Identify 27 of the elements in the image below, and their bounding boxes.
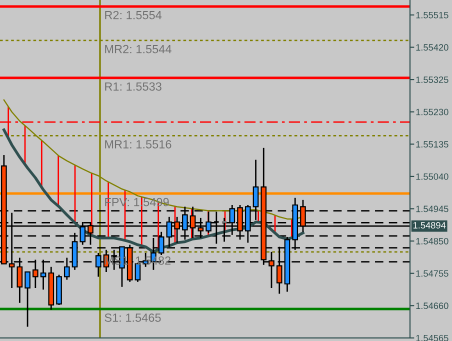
y-tick-label: 1.55420 — [416, 44, 448, 51]
candlestick — [158, 231, 164, 256]
y-tick-label: 1.54850 — [416, 238, 448, 244]
ref-line-label: MR2: 1.5544 — [105, 44, 172, 54]
y-tick-label: 1.55515 — [416, 12, 448, 18]
candlestick — [206, 211, 212, 234]
y-tick-label: 1.55230 — [416, 108, 448, 116]
candlestick — [190, 206, 196, 239]
candlestick — [24, 271, 30, 328]
candlestick — [64, 257, 70, 280]
ref-line-label: 1.54894 — [413, 222, 446, 229]
ref-line-label: R1: 1.5533 — [105, 82, 162, 91]
candlestick — [229, 204, 236, 236]
ref-line-label: MR1: 1.5516 — [105, 140, 172, 148]
y-tick-label: 1.54660 — [416, 302, 448, 310]
y-tick-label: 1.55135 — [416, 141, 448, 148]
y-tick-label: 1.55040 — [416, 173, 448, 180]
ref-line-label: S1: 1.5465 — [104, 314, 161, 322]
ref-line-label: R2: 1.5554 — [105, 10, 162, 20]
candlestick — [182, 206, 188, 240]
y-tick-label: 1.54565 — [416, 334, 448, 341]
y-tick-label: 1.54945 — [416, 206, 448, 212]
y-tick-label: 1.54755 — [416, 270, 448, 277]
candlestick — [174, 216, 180, 244]
candlestick — [252, 159, 259, 221]
candlestick — [198, 217, 204, 239]
y-tick-label: 1.55325 — [416, 76, 448, 83]
